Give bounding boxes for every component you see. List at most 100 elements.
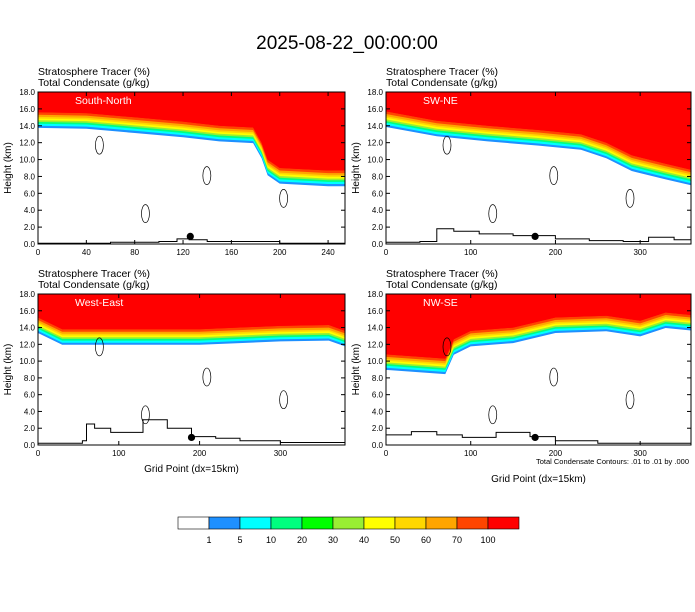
plot-area — [38, 92, 345, 244]
x-axis-label: Grid Point (dx=15km) — [491, 474, 586, 485]
colorbar-label: 5 — [237, 535, 242, 545]
y-axis-label: Height (km) — [3, 142, 14, 194]
y-tick-label: 8.0 — [372, 374, 384, 383]
panel-header-tracer: Stratosphere Tracer (%) — [38, 268, 150, 280]
y-axis-label: Height (km) — [351, 142, 362, 194]
colorbar-label: 70 — [452, 535, 462, 545]
y-tick-label: 10.0 — [367, 357, 383, 366]
y-tick-label: 12.0 — [19, 139, 35, 148]
y-tick-label: 8.0 — [372, 172, 384, 181]
x-tick-label: 80 — [130, 248, 139, 257]
y-tick-label: 2.0 — [24, 424, 36, 433]
condensate-contour — [625, 390, 635, 410]
y-tick-label: 8.0 — [24, 374, 36, 383]
y-tick-label: 18.0 — [367, 290, 383, 299]
colorbar-label: 40 — [359, 535, 369, 545]
condensate-contour — [488, 405, 498, 425]
y-tick-label: 6.0 — [372, 189, 384, 198]
colorbar-swatch — [239, 516, 272, 530]
x-tick-label: 120 — [176, 248, 190, 257]
panels: Stratosphere Tracer (%)Total Condensate … — [3, 66, 692, 485]
y-axis-label: Height (km) — [3, 344, 14, 396]
panel-header-tracer: Stratosphere Tracer (%) — [38, 66, 150, 78]
y-tick-label: 12.0 — [19, 340, 35, 349]
colorbar: 1 5 10 20 30 40 50 60 70 100 — [177, 516, 520, 545]
y-tick-label: 10.0 — [367, 156, 383, 165]
y-tick-label: 6.0 — [24, 189, 36, 198]
condensate-contour — [442, 135, 452, 155]
x-tick-label: 160 — [225, 248, 239, 257]
panel-header-condensate: Total Condensate (g/kg) — [386, 279, 497, 291]
y-tick-label: 16.0 — [19, 307, 35, 316]
colorbar-swatch — [177, 516, 210, 530]
y-tick-label: 4.0 — [372, 206, 384, 215]
y-tick-label: 2.0 — [372, 424, 384, 433]
panel-header-condensate: Total Condensate (g/kg) — [386, 77, 497, 89]
panel-header-condensate: Total Condensate (g/kg) — [38, 279, 149, 291]
x-tick-label: 0 — [36, 449, 41, 458]
x-tick-label: 0 — [384, 248, 389, 257]
x-tick-label: 300 — [274, 449, 288, 458]
location-marker — [531, 232, 539, 240]
terrain-line — [38, 238, 345, 244]
tracer-core — [386, 294, 691, 359]
x-tick-label: 100 — [112, 449, 126, 458]
terrain-line — [386, 228, 691, 243]
contour-note: Total Condensate Contours: .01 to .01 by… — [536, 457, 689, 466]
condensate-contour — [549, 367, 559, 387]
x-tick-label: 200 — [273, 248, 287, 257]
y-tick-label: 2.0 — [372, 223, 384, 232]
condensate-contour — [549, 166, 559, 185]
plot-frame — [37, 91, 346, 245]
condensate-contour — [141, 204, 150, 223]
terrain-line — [386, 431, 691, 445]
y-axis-label: Height (km) — [351, 344, 362, 396]
y-tick-label: 16.0 — [367, 105, 383, 114]
x-tick-label: 300 — [633, 248, 647, 257]
x-tick-label: 100 — [464, 248, 478, 257]
colorbar-label: 50 — [390, 535, 400, 545]
y-tick-label: 18.0 — [19, 88, 35, 97]
y-tick-label: 6.0 — [372, 391, 384, 400]
y-tick-label: 8.0 — [24, 172, 36, 181]
panel-header-tracer: Stratosphere Tracer (%) — [386, 66, 498, 78]
x-tick-label: 0 — [384, 449, 389, 458]
x-tick-label: 100 — [464, 449, 478, 458]
y-tick-label: 0.0 — [24, 441, 36, 450]
x-tick-label: 240 — [321, 248, 335, 257]
condensate-contour — [202, 166, 212, 185]
y-tick-label: 18.0 — [367, 88, 383, 97]
y-tick-label: 4.0 — [372, 407, 384, 416]
colorbar-label: 30 — [328, 535, 338, 545]
colorbar-swatch — [487, 516, 520, 530]
colorbar-label: 1 — [206, 535, 211, 545]
y-tick-label: 0.0 — [24, 240, 36, 249]
panel-2: Stratosphere Tracer (%)Total Condensate … — [3, 268, 346, 475]
plot-area — [386, 92, 691, 244]
colorbar-label: 20 — [297, 535, 307, 545]
panel-label: SW-NE — [423, 95, 458, 107]
y-tick-label: 14.0 — [367, 324, 383, 333]
x-tick-label: 300 — [633, 449, 647, 458]
tracer-core — [386, 92, 691, 170]
x-tick-label: 0 — [36, 248, 41, 257]
panel-1: Stratosphere Tracer (%)Total Condensate … — [351, 66, 692, 257]
colorbar-label: 100 — [480, 535, 495, 545]
plot-area — [386, 294, 691, 445]
y-tick-label: 12.0 — [367, 139, 383, 148]
y-tick-label: 10.0 — [19, 156, 35, 165]
tracer-core — [38, 294, 345, 331]
y-tick-label: 16.0 — [19, 105, 35, 114]
panel-label: NW-SE — [423, 297, 458, 309]
location-marker — [186, 232, 194, 240]
plot-frame — [37, 293, 346, 446]
y-tick-label: 16.0 — [367, 307, 383, 316]
condensate-contour — [202, 367, 212, 387]
condensate-contour — [95, 135, 104, 155]
y-tick-label: 18.0 — [19, 290, 35, 299]
y-tick-label: 12.0 — [367, 340, 383, 349]
condensate-contour — [279, 189, 288, 208]
plot-frame — [385, 293, 692, 446]
figure-title: 2025-08-22_00:00:00 — [256, 33, 438, 54]
